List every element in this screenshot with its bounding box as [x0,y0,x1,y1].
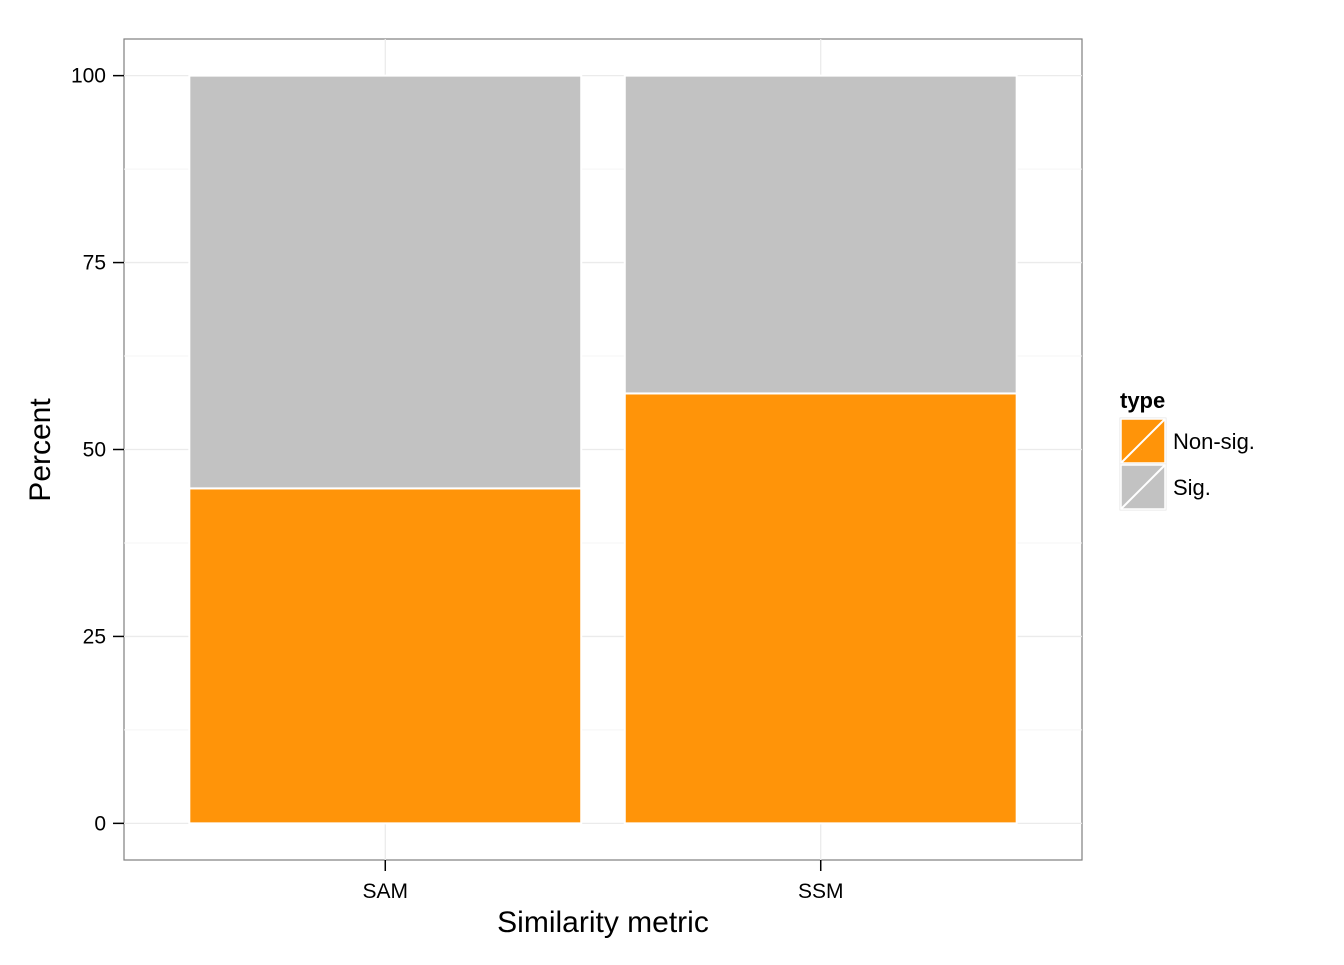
bar-sam-sig [188,74,583,490]
y-axis-title: Percent [24,398,57,502]
bar-ssm-non-sig [623,392,1018,825]
y-tick-label: 25 [83,625,106,648]
y-tick-label: 75 [83,252,106,275]
bars [188,74,1018,825]
legend-title: type [1120,388,1165,413]
legend-label-sig: Sig. [1173,475,1211,500]
bar-sam-non-sig [188,487,583,825]
y-tick-label: 100 [71,65,106,88]
x-tick-label: SSM [798,880,844,903]
legend-key-slash [1120,418,1166,464]
x-axis-title: Similarity metric [497,906,709,939]
legend-label-non-sig: Non-sig. [1173,429,1255,454]
y-tick-label: 50 [83,439,106,462]
x-tick-label: SAM [363,880,409,903]
legend: type Non-sig. Sig. [1119,388,1255,511]
y-tick-label: 0 [94,812,106,835]
bar-ssm-sig [623,74,1018,395]
legend-keys: Non-sig. Sig. [1119,417,1255,511]
axes: 0 25 50 75 100 SAM SSM [71,65,844,903]
legend-key-slash [1120,464,1166,510]
